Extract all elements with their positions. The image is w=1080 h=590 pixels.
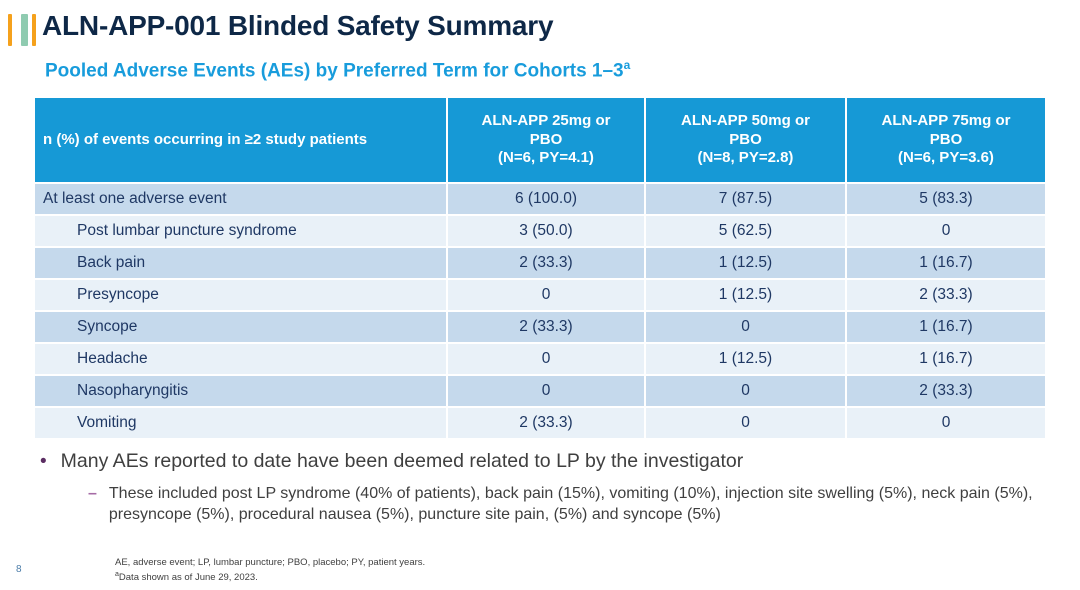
table-cell: 0 <box>847 216 1045 246</box>
table-cell: 2 (33.3) <box>448 312 644 342</box>
header-50mg-line1: ALN-APP 50mg or <box>681 111 810 129</box>
sub-bullet-dash-icon: – <box>88 485 97 502</box>
footnotes: AE, adverse event; LP, lumbar puncture; … <box>115 556 425 585</box>
slide-subtitle-text: Pooled Adverse Events (AEs) by Preferred… <box>45 60 624 82</box>
table-row-term: Back pain <box>35 248 446 278</box>
table-cell: 6 (100.0) <box>448 184 644 214</box>
table-header-col-50mg: ALN-APP 50mg or PBO (N=8, PY=2.8) <box>646 98 845 182</box>
table-cell: 5 (83.3) <box>847 184 1045 214</box>
table-cell: 7 (87.5) <box>646 184 845 214</box>
header-50mg-line2: PBO <box>729 130 762 148</box>
logo-bar-orange-1-icon <box>8 14 12 46</box>
header-75mg-line2: PBO <box>929 130 963 148</box>
table-row-term: Headache <box>35 344 446 374</box>
slide-subtitle-superscript: a <box>623 58 631 72</box>
table-cell: 2 (33.3) <box>448 248 644 278</box>
table-cell: 5 (62.5) <box>646 216 845 246</box>
bullet-dot-icon: • <box>40 451 47 472</box>
sub-bullet: – These included post LP syndrome (40% o… <box>88 484 1048 526</box>
footnote-data-cutoff-text: Data shown as of June 29, 2023. <box>118 571 258 583</box>
table-cell: 0 <box>646 408 845 438</box>
header-50mg-line3: (N=8, PY=2.8) <box>697 149 794 167</box>
table-header-col-25mg: ALN-APP 25mg or PBO (N=6, PY=4.1) <box>448 98 644 182</box>
main-bullet-text: Many AEs reported to date have been deem… <box>60 450 744 472</box>
table-cell: 1 (16.7) <box>847 344 1045 374</box>
header-25mg-line3: (N=6, PY=4.1) <box>498 149 594 167</box>
table-cell: 0 <box>448 344 644 374</box>
table-row-term: Presyncope <box>35 280 446 310</box>
table-cell: 0 <box>646 312 845 342</box>
table-cell: 1 (12.5) <box>646 344 845 374</box>
slide-title: ALN-APP-001 Blinded Safety Summary <box>42 10 554 41</box>
slide-subtitle: Pooled Adverse Events (AEs) by Preferred… <box>45 58 630 82</box>
table-cell: 1 (16.7) <box>847 312 1045 342</box>
logo-bar-orange-2-icon <box>32 14 36 46</box>
header-75mg-line3: (N=6, PY=3.6) <box>898 149 994 167</box>
table-cell: 0 <box>448 376 644 406</box>
table-cell: 0 <box>448 280 644 310</box>
table-cell: 2 (33.3) <box>847 280 1045 310</box>
table-row-term: Vomiting <box>35 408 446 438</box>
table-cell: 0 <box>646 376 845 406</box>
table-cell: 1 (12.5) <box>646 248 845 278</box>
page-number: 8 <box>16 564 22 575</box>
header-25mg-line1: ALN-APP 25mg or <box>481 111 611 129</box>
table-row-term: Nasopharyngitis <box>35 376 446 406</box>
footnote-superscript: a <box>115 570 119 578</box>
table-cell: 1 (12.5) <box>646 280 845 310</box>
table-row-term: At least one adverse event <box>35 184 446 214</box>
footnote-data-cutoff: aData shown as of June 29, 2023. <box>115 570 425 585</box>
table-cell: 1 (16.7) <box>847 248 1045 278</box>
table-header-row-label: n (%) of events occurring in ≥2 study pa… <box>35 98 446 182</box>
header-25mg-line2: PBO <box>529 130 563 148</box>
footnote-abbreviations: AE, adverse event; LP, lumbar puncture; … <box>115 557 426 568</box>
table-cell: 3 (50.0) <box>448 216 644 246</box>
table-row-term: Syncope <box>35 312 446 342</box>
adverse-events-table: n (%) of events occurring in ≥2 study pa… <box>35 98 1045 438</box>
table-row-term: Post lumbar puncture syndrome <box>35 216 446 246</box>
logo-bar-teal-icon <box>21 14 28 46</box>
sub-bullet-text: These included post LP syndrome (40% of … <box>108 485 1033 523</box>
table-header-col-75mg: ALN-APP 75mg or PBO (N=6, PY=3.6) <box>847 98 1045 182</box>
main-bullet: • Many AEs reported to date have been de… <box>40 450 1040 475</box>
table-cell: 0 <box>847 408 1045 438</box>
table-cell: 2 (33.3) <box>448 408 644 438</box>
header-75mg-line1: ALN-APP 75mg or <box>881 111 1011 129</box>
table-cell: 2 (33.3) <box>847 376 1045 406</box>
